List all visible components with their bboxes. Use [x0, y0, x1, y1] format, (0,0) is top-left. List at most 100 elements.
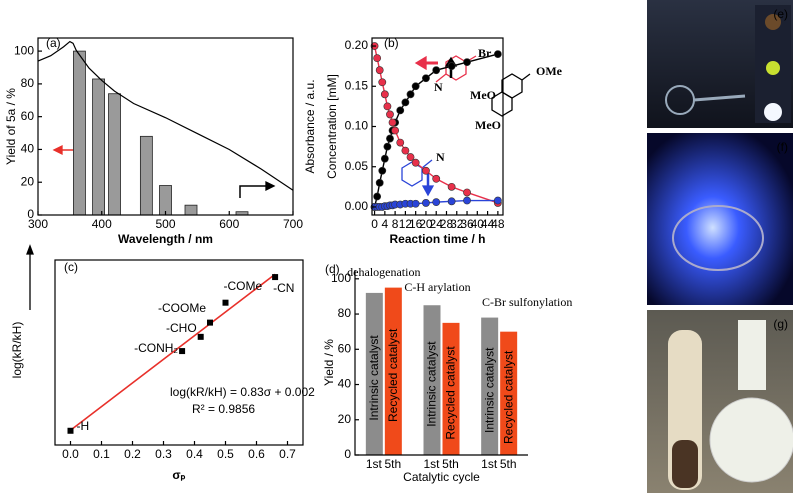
y2-axis-title: Absorbance / a.u. [303, 79, 317, 173]
x-tick-label: 4 [381, 217, 388, 231]
y-axis-title: log(kR/kH) [10, 322, 24, 379]
data-point [406, 153, 415, 161]
x-tick-label: 700 [283, 217, 303, 231]
absorbance-line [37, 40, 294, 191]
structure-label: MeO [475, 118, 501, 132]
x-tick-label: 1st [423, 457, 440, 471]
data-point [422, 74, 430, 83]
data-point [401, 98, 410, 107]
data-point [447, 182, 456, 191]
data-point [401, 146, 410, 155]
data-point [373, 54, 382, 63]
x-tick-label: 40 [471, 217, 485, 231]
y-tick-label: 0 [27, 207, 34, 221]
x-tick-label: 0.0 [62, 447, 79, 461]
y-axis-title: Concentration [mM] [325, 74, 339, 179]
data-point [375, 66, 384, 75]
data-point [463, 196, 471, 205]
group-label: C-Br sulfonylation [482, 295, 572, 309]
photo-label: (f) [777, 140, 788, 154]
x-axis-title: σₚ [172, 468, 185, 482]
bar [500, 331, 518, 455]
data-point [422, 166, 430, 175]
x-axis-title: Wavelength / nm [118, 232, 213, 246]
data-point [432, 174, 441, 183]
panel-label: (d) [325, 262, 340, 276]
panel-label: (a) [46, 36, 61, 50]
structure-label: OMe [536, 64, 563, 78]
y-tick-label: 0.00 [345, 199, 369, 213]
data-point [396, 106, 405, 115]
y-tick-label: 0.05 [345, 159, 369, 173]
x-tick-label: 48 [491, 217, 505, 231]
y-tick-label: 40 [338, 377, 352, 391]
y-tick-label: 60 [21, 109, 35, 123]
bar [384, 287, 402, 455]
x-tick-label: 0 [371, 217, 378, 231]
x-tick-label: 600 [219, 217, 239, 231]
x-tick-label: 5th [384, 457, 401, 471]
bar [423, 305, 441, 455]
photo-g [647, 310, 793, 493]
data-point [388, 118, 397, 127]
x-tick-label: 0.1 [93, 447, 110, 461]
chem-structures [26, 55, 531, 310]
data-point [378, 166, 387, 175]
x-tick-label: 8 [392, 217, 399, 231]
data-point [411, 199, 420, 208]
point-label: -COOMe [158, 301, 206, 315]
y-tick-label: 20 [21, 174, 35, 188]
bar [92, 78, 105, 216]
x-tick-label: 12 [399, 217, 413, 231]
bar-series-label: Recycled catalyst [386, 328, 400, 422]
data-point [197, 333, 204, 340]
data-point [179, 348, 186, 355]
structure-label: N [434, 80, 443, 94]
x-tick-label: 0.7 [279, 447, 296, 461]
data-point [383, 102, 392, 111]
r-squared: R² = 0.9856 [192, 402, 255, 416]
point-label: -CONH₂ [134, 341, 178, 355]
data-point [378, 78, 387, 87]
bar [365, 292, 383, 455]
bar-series-label: Intrinsic catalyst [367, 335, 381, 421]
data-point [222, 299, 229, 306]
x-tick-label: 16 [409, 217, 423, 231]
equation: log(kR/kH) = 0.83σ + 0.002 [170, 385, 315, 399]
bar [184, 204, 198, 216]
bar [442, 322, 460, 455]
x-tick-label: 28 [440, 217, 454, 231]
y-tick-label: 80 [21, 76, 35, 90]
data-point [375, 178, 384, 187]
x-tick-label: 0.4 [186, 447, 203, 461]
bar [139, 135, 153, 216]
x-tick-label: 0.6 [248, 447, 265, 461]
x-axis-title: Reaction time / h [389, 232, 485, 246]
data-point [386, 134, 394, 143]
y-tick-label: 100 [14, 43, 34, 57]
data-point [432, 66, 441, 75]
point-label: -COMe [224, 279, 263, 293]
bar-series-label: Recycled catalyst [444, 346, 458, 440]
x-tick-label: 24 [430, 217, 444, 231]
bar-series-label: Intrinsic catalyst [482, 347, 496, 433]
data-point [207, 319, 213, 326]
y-tick-label: 40 [21, 142, 35, 156]
y-tick-label: 0.10 [345, 119, 369, 133]
data-point [383, 142, 392, 151]
data-point [411, 158, 420, 167]
data-point [447, 62, 456, 71]
x-tick-label: 0.3 [155, 447, 172, 461]
structure-label: Br [478, 46, 492, 60]
panel-label: (c) [64, 260, 78, 274]
data-point [463, 58, 471, 67]
data-point [422, 199, 430, 207]
x-tick-label: 0.2 [124, 447, 141, 461]
bar-series-label: Intrinsic catalyst [425, 341, 439, 427]
photo-e [647, 0, 793, 128]
data-point [406, 90, 415, 99]
x-tick-label: 0.5 [217, 447, 234, 461]
y-tick-label: 0 [344, 447, 351, 461]
bar [108, 93, 121, 216]
